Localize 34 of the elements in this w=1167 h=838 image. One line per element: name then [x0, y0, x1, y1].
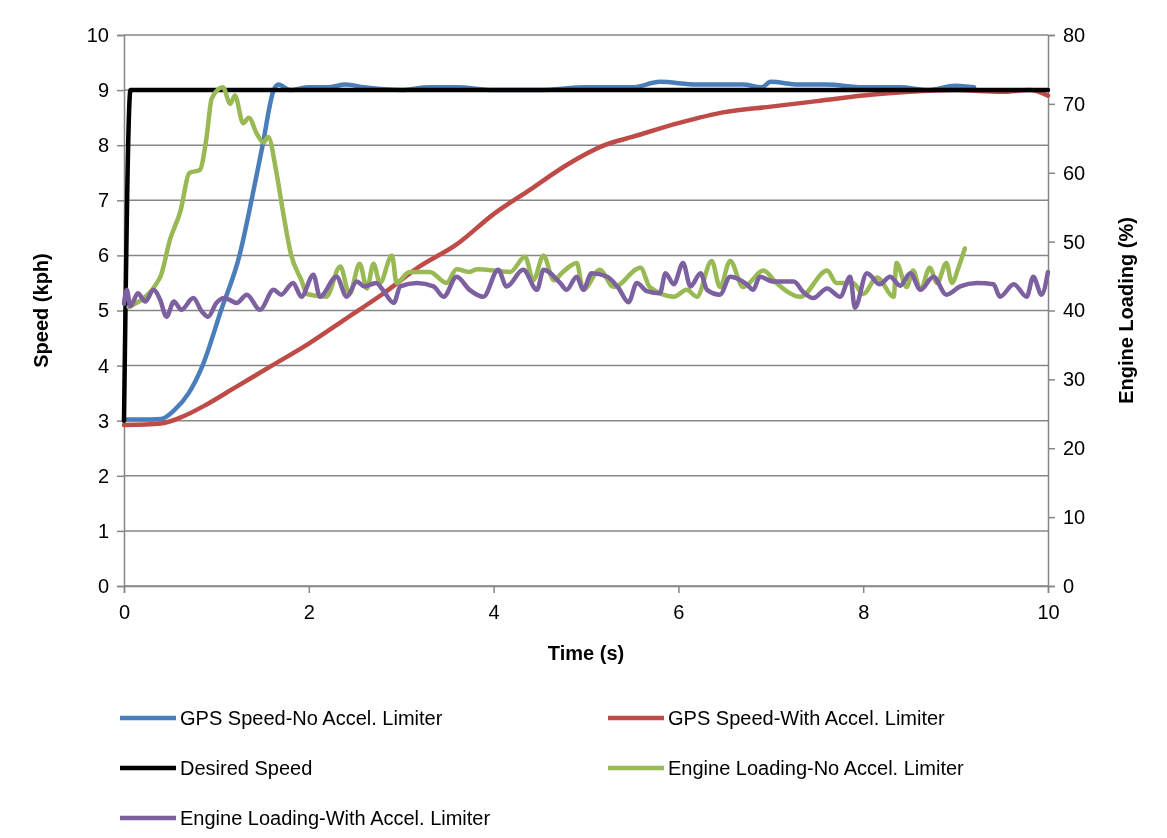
- y2-tick-label: 10: [1063, 506, 1086, 529]
- y-tick-label: 8: [97, 134, 109, 157]
- legend-label: Engine Loading-No Accel. Limiter: [668, 757, 965, 779]
- x-tick-label: 0: [118, 601, 131, 624]
- y2-tick-label: 20: [1063, 437, 1086, 460]
- y-tick-label: 2: [97, 464, 109, 487]
- y2-tick-label: 60: [1063, 161, 1086, 184]
- y2-tick-label: 0: [1063, 574, 1075, 597]
- y2-tick-label: 30: [1063, 368, 1086, 391]
- y2-tick-label: 80: [1063, 23, 1086, 46]
- legend-label: GPS Speed-With Accel. Limiter: [668, 707, 946, 729]
- x-tick-label: 4: [488, 601, 500, 624]
- legend-label: GPS Speed-No Accel. Limiter: [180, 707, 443, 729]
- y2-tick-label: 40: [1063, 299, 1086, 322]
- legend-label: Desired Speed: [180, 757, 313, 779]
- y-tick-label: 0: [97, 574, 109, 597]
- y-tick-label: 4: [97, 354, 109, 377]
- y-tick-label: 3: [97, 409, 109, 432]
- x-tick-label: 8: [858, 601, 870, 624]
- y-tick-label: 6: [97, 244, 109, 267]
- y-tick-label: 7: [97, 189, 109, 212]
- x-axis-title: Time (s): [547, 642, 625, 664]
- y-tick-label: 9: [97, 79, 109, 101]
- y-tick-label: 10: [86, 23, 109, 46]
- x-tick-label: 2: [303, 601, 315, 624]
- y-tick-label: 5: [97, 299, 109, 322]
- y2-tick-label: 70: [1063, 92, 1086, 115]
- x-tick-label: 6: [673, 601, 685, 624]
- legend-label: Engine Loading-With Accel. Limiter: [180, 807, 491, 829]
- x-tick-label: 10: [1037, 601, 1060, 624]
- y-tick-label: 1: [97, 519, 109, 542]
- y2-tick-label: 50: [1063, 230, 1086, 253]
- y2-axis-title: Engine Loading (%): [1115, 217, 1137, 404]
- y-axis-title: Speed (kph): [30, 253, 52, 368]
